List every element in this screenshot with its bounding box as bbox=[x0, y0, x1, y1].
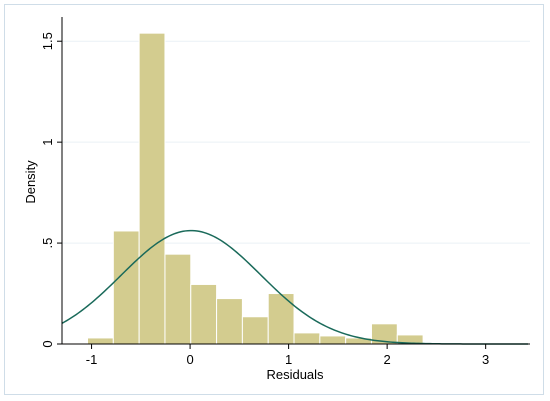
histogram-bar bbox=[87, 337, 114, 345]
gridlines bbox=[62, 40, 530, 244]
x-tick-label: 1 bbox=[285, 352, 292, 367]
x-tick-label: 3 bbox=[482, 352, 489, 367]
x-tick-label: -1 bbox=[86, 352, 98, 367]
histogram-bar bbox=[216, 298, 243, 345]
histogram-bar bbox=[112, 230, 140, 345]
histogram-bar bbox=[319, 335, 347, 345]
y-tick-label: 1 bbox=[40, 139, 55, 146]
x-axis-title: Residuals bbox=[266, 367, 324, 382]
histogram-bar bbox=[241, 316, 269, 345]
histogram-bar bbox=[293, 332, 321, 345]
histogram-bars bbox=[61, 32, 527, 345]
x-tick-label: 2 bbox=[384, 352, 391, 367]
y-axis-title: Density bbox=[23, 160, 38, 204]
histogram-bar bbox=[267, 293, 295, 345]
axes bbox=[61, 17, 530, 345]
histogram-bar bbox=[164, 253, 192, 345]
x-tick-label: 0 bbox=[186, 352, 193, 367]
y-tick-label: 1.5 bbox=[40, 32, 55, 50]
y-tick-label: 0 bbox=[40, 340, 55, 347]
y-axis-ticks: 0 .5 1 1.5 bbox=[40, 32, 62, 348]
x-axis-ticks: -1 0 1 2 3 bbox=[86, 344, 489, 367]
y-tick-label: .5 bbox=[40, 238, 55, 249]
histogram-bar bbox=[190, 283, 218, 345]
histogram-bar bbox=[138, 32, 166, 345]
